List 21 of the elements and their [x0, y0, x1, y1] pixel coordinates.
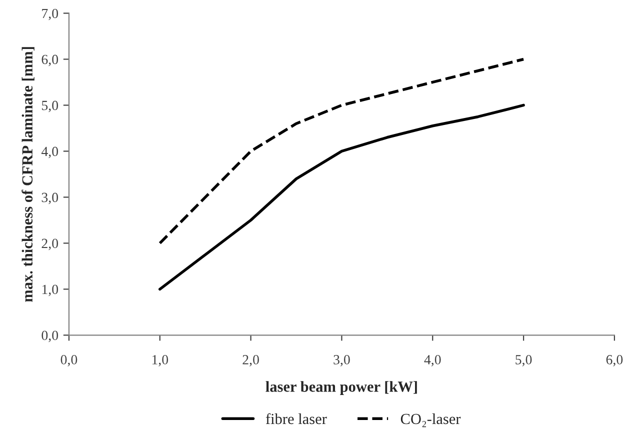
legend-label: CO₂-laser: [400, 413, 461, 428]
x-tick-label: 0,0: [60, 355, 78, 366]
line-series: [158, 104, 525, 291]
x-tick-label: 4,0: [424, 355, 441, 366]
y-tick-label: 1,0: [42, 284, 58, 296]
y-tick-label: 2,0: [42, 238, 58, 250]
x-axis-title: laser beam power [kW]: [266, 381, 417, 395]
x-tick-label: 1,0: [152, 355, 168, 366]
y-axis-title: max. thickness of CFRP laminate [mm]: [22, 47, 34, 302]
x-tick-label: 6,0: [606, 355, 623, 366]
y-tick-label: 0,0: [42, 330, 58, 342]
y-tick-label: 4,0: [41, 146, 58, 158]
x-tick-label: 2,0: [242, 355, 259, 366]
y-tick-label: 7,0: [42, 8, 58, 20]
x-tick-label: 3,0: [334, 355, 350, 366]
y-tick-label: 6,0: [42, 54, 58, 66]
legend-label: fibre laser: [266, 413, 327, 424]
line-series: [158, 58, 525, 245]
y-tick-label: 3,0: [42, 192, 58, 204]
y-tick-label: 5,0: [42, 100, 58, 112]
x-tick-label: 5,0: [516, 355, 532, 366]
